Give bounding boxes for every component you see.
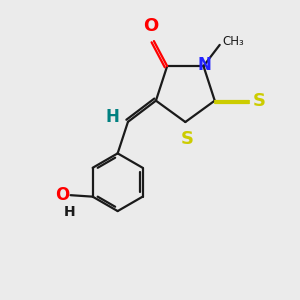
Text: S: S bbox=[180, 130, 193, 148]
Text: CH₃: CH₃ bbox=[222, 35, 244, 49]
Text: N: N bbox=[197, 56, 211, 74]
Text: H: H bbox=[63, 206, 75, 220]
Text: O: O bbox=[55, 186, 69, 204]
Text: H: H bbox=[106, 108, 120, 126]
Text: S: S bbox=[253, 92, 266, 110]
Text: O: O bbox=[143, 17, 159, 35]
